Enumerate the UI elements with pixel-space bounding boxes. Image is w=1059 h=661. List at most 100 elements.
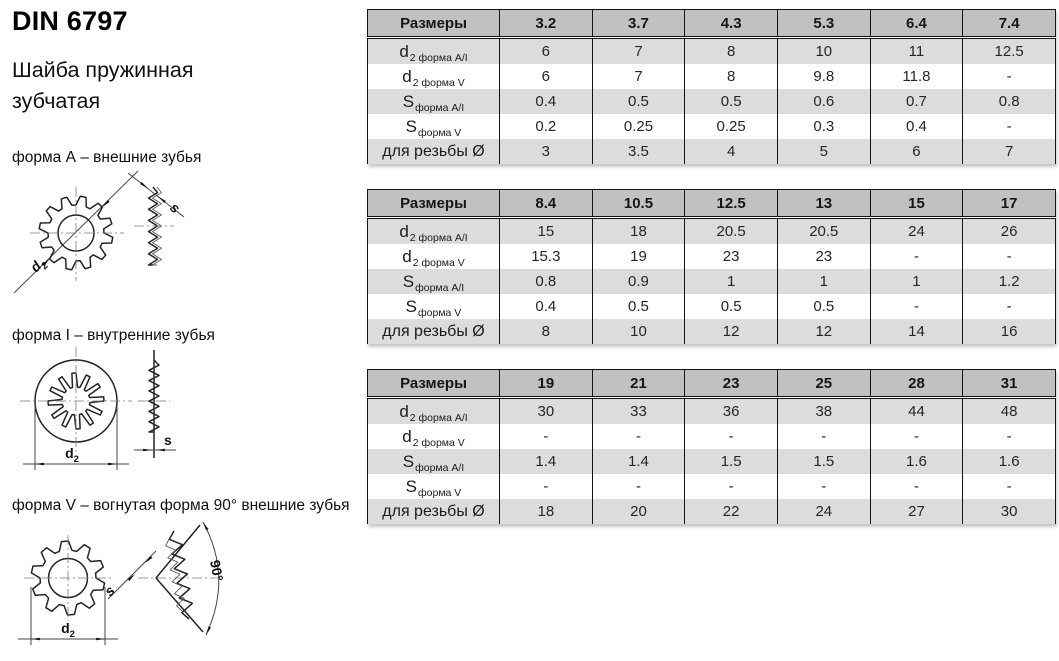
tables-panel: Размеры 3.2 3.7 4.3 5.3 6.4 7.4 d2 форма A/I 6 7 8… bbox=[367, 9, 1056, 549]
value-cell: 0.6 bbox=[776, 89, 871, 114]
value-cell: 6 bbox=[499, 37, 593, 64]
value-cell: - bbox=[591, 424, 686, 449]
value-cell: 23 bbox=[776, 244, 871, 269]
value-cell: - bbox=[499, 474, 593, 499]
value-cell: - bbox=[869, 294, 964, 319]
value-cell: 0.2 bbox=[499, 114, 593, 139]
value-cell: 0.9 bbox=[591, 269, 686, 294]
row-label-cell: d2 форма A/I bbox=[367, 37, 500, 64]
table-corner-header: Размеры bbox=[367, 9, 500, 39]
row-label-subscript: 2 форма V bbox=[412, 256, 465, 269]
dimension-arrow bbox=[96, 637, 105, 641]
table-row: Sформа V 0.2 0.25 0.25 0.3 0.4- bbox=[367, 114, 1056, 139]
value-cell: 23 bbox=[684, 244, 778, 269]
size-column-header: 8.4 bbox=[499, 189, 593, 219]
value-cell: 7 bbox=[591, 37, 686, 64]
table-row: d2 форма V 15.3 19 23 23- - bbox=[367, 244, 1056, 269]
table-row: Sформа A/I 0.4 0.5 0.5 0.6 0.7 0.8 bbox=[367, 89, 1056, 114]
row-label-cell: Sформа A/I bbox=[367, 89, 500, 114]
size-column-header: 10.5 bbox=[591, 189, 686, 219]
dimension-arrow bbox=[127, 574, 135, 582]
size-column-header: 23 bbox=[684, 369, 778, 399]
s-dimension-line bbox=[127, 172, 185, 218]
value-cell: 27 bbox=[869, 499, 964, 524]
row-label-cell: Sформа A/I bbox=[367, 449, 500, 474]
row-label-cell: d2 форма V bbox=[367, 424, 500, 449]
form-i-side-view bbox=[134, 350, 176, 458]
value-cell: 0.8 bbox=[962, 89, 1056, 114]
size-column-header: 19 bbox=[499, 369, 593, 399]
table-row: d2 форма A/I 30 33 36 38 44 48 bbox=[367, 397, 1056, 424]
value-cell: 14 bbox=[869, 319, 964, 344]
value-cell: 0.7 bbox=[869, 89, 964, 114]
value-cell: 11.8 bbox=[869, 64, 964, 89]
page-subtitle: Шайба пружинная зубчатая bbox=[12, 58, 194, 114]
form-i-caption: форма I – внутренние зубья bbox=[12, 327, 215, 344]
table-corner-header: Размеры bbox=[367, 189, 500, 219]
value-cell: - bbox=[684, 474, 778, 499]
size-column-header: 13 bbox=[776, 189, 871, 219]
dimension-arrow bbox=[206, 626, 211, 635]
size-column-header: 7.4 bbox=[962, 9, 1056, 39]
row-label-main: S bbox=[405, 116, 418, 136]
row-label-main: d bbox=[402, 426, 412, 446]
row-label-cell: Sформа V bbox=[367, 474, 500, 499]
row-label-cell: для резьбы Ø bbox=[367, 499, 500, 524]
table-row: для резьбы Ø 8 10 12 12 14 16 bbox=[367, 319, 1056, 344]
value-cell: 33 bbox=[591, 397, 686, 424]
row-label-cell: Sформа V bbox=[367, 114, 500, 139]
value-cell: - bbox=[869, 424, 964, 449]
value-cell: - bbox=[869, 244, 964, 269]
value-cell: 15.3 bbox=[499, 244, 593, 269]
cone-edge bbox=[155, 577, 204, 633]
value-cell: 20.5 bbox=[684, 217, 778, 244]
form-a-front-view bbox=[13, 170, 139, 294]
value-cell: 1.5 bbox=[776, 449, 871, 474]
size-column-header: 25 bbox=[776, 369, 871, 399]
value-cell: 6 bbox=[499, 64, 593, 89]
value-cell: 12 bbox=[776, 319, 871, 344]
row-label-subscript: 2 форма V bbox=[412, 76, 465, 89]
row-label-subscript: 2 форма A/I bbox=[409, 411, 468, 424]
value-cell: 1.2 bbox=[962, 269, 1056, 294]
value-cell: 0.5 bbox=[591, 89, 686, 114]
value-cell: 4 bbox=[684, 139, 778, 164]
value-cell: 9.8 bbox=[776, 64, 871, 89]
value-cell: 1.5 bbox=[684, 449, 778, 474]
dimension-arrow bbox=[143, 448, 152, 452]
form-v-side-view bbox=[107, 521, 220, 636]
form-i-drawing: d2 s bbox=[20, 347, 176, 470]
row-label-main: для резьбы Ø bbox=[382, 502, 485, 520]
row-label-main: S bbox=[405, 476, 418, 496]
form-v-caption: форма V – вогнутая форма 90° внешние зуб… bbox=[12, 497, 350, 514]
cone-edge bbox=[155, 524, 201, 579]
s-dimension-label: s bbox=[101, 582, 118, 599]
value-cell: 38 bbox=[776, 397, 871, 424]
row-label-subscript: форма V bbox=[418, 306, 462, 319]
table-corner-header: Размеры bbox=[367, 369, 500, 399]
row-label-cell: d2 форма A/I bbox=[367, 217, 500, 244]
dimension-arrow bbox=[156, 448, 165, 452]
form-a-side-view bbox=[127, 172, 185, 266]
value-cell: 0.4 bbox=[499, 294, 593, 319]
value-cell: 0.4 bbox=[869, 114, 964, 139]
page-title: DIN 6797 bbox=[12, 6, 128, 36]
d2-dimension-label: d2 bbox=[27, 254, 51, 278]
dimension-table-3: Размеры 19 21 23 25 28 31 d2 форма A/I 30 33 36 38 4… bbox=[367, 369, 1056, 524]
value-cell: 1.4 bbox=[591, 449, 686, 474]
value-cell: 44 bbox=[869, 397, 964, 424]
row-label-main: для резьбы Ø bbox=[382, 142, 485, 160]
value-cell: - bbox=[962, 64, 1056, 89]
dimension-arrow bbox=[102, 199, 110, 208]
size-column-header: 17 bbox=[962, 189, 1056, 219]
table-row: Sформа A/I 0.8 0.9 1 1 1 1.2 bbox=[367, 269, 1056, 294]
value-cell: 7 bbox=[591, 64, 686, 89]
dimension-table-2: Размеры 8.4 10.5 12.5 13 15 17 d2 форма A/I 15 18… bbox=[367, 189, 1056, 344]
table-row: d2 форма V 6 7 8 9.8 11.8- bbox=[367, 64, 1056, 89]
value-cell: 1 bbox=[776, 269, 871, 294]
value-cell: 18 bbox=[591, 217, 686, 244]
value-cell: 0.8 bbox=[499, 269, 593, 294]
serrated-profile bbox=[168, 530, 194, 620]
value-cell: - bbox=[962, 244, 1056, 269]
value-cell: 48 bbox=[962, 397, 1056, 424]
